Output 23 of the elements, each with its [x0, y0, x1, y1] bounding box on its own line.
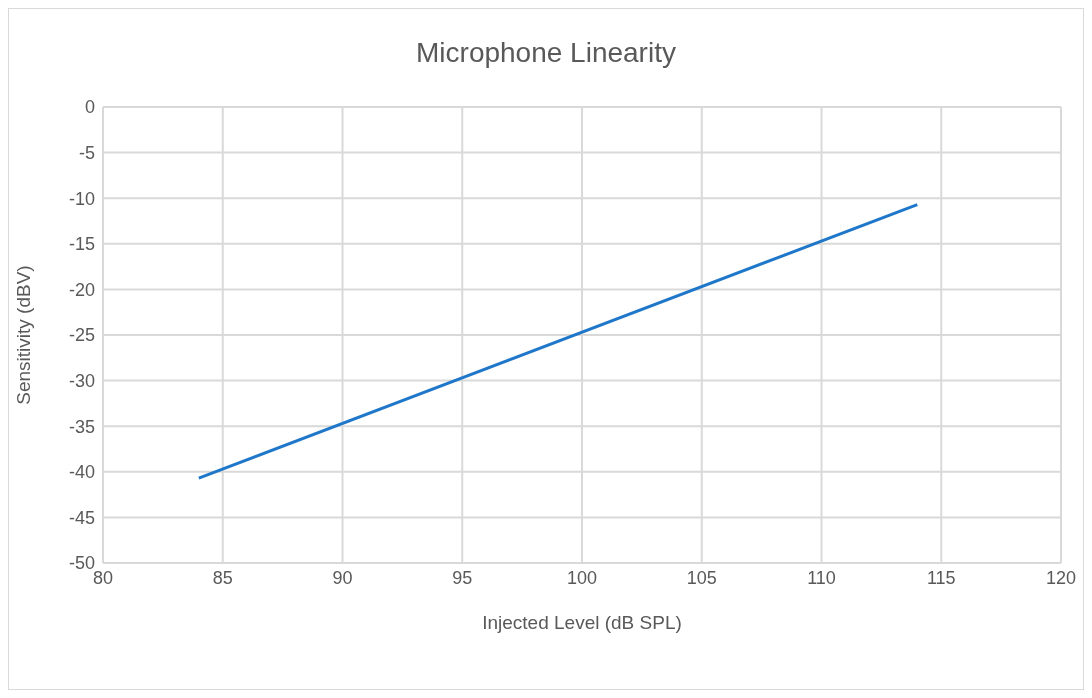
x-axis-title: Injected Level (dB SPL): [482, 612, 682, 633]
y-tick-label: -30: [68, 370, 95, 391]
x-tick-label: 90: [332, 567, 353, 588]
x-tick-label: 105: [686, 567, 717, 588]
y-tick-label: -25: [68, 325, 95, 346]
y-axis-title: Sensitivity (dBV): [12, 265, 34, 405]
y-tick-label: -40: [68, 462, 95, 483]
y-tick-label: -35: [68, 416, 95, 437]
y-tick-label: -10: [68, 188, 95, 209]
x-tick-label: 115: [926, 567, 956, 588]
x-tick-label: 110: [807, 567, 836, 588]
chart-title: Microphone Linearity: [415, 37, 677, 69]
y-tick-label: -20: [68, 279, 95, 300]
y-tick-label: -45: [68, 507, 95, 528]
y-tick-label: 0: [84, 97, 95, 118]
x-tick-label: 95: [452, 567, 473, 588]
y-tick-label: -5: [78, 142, 95, 163]
x-tick-label: 80: [92, 567, 114, 588]
x-tick-label: 100: [566, 567, 598, 588]
x-tick-label: 85: [212, 567, 233, 588]
x-tick-label: 120: [1045, 567, 1077, 588]
y-tick-label: -15: [68, 234, 95, 255]
y-tick-label: -50: [68, 553, 95, 574]
